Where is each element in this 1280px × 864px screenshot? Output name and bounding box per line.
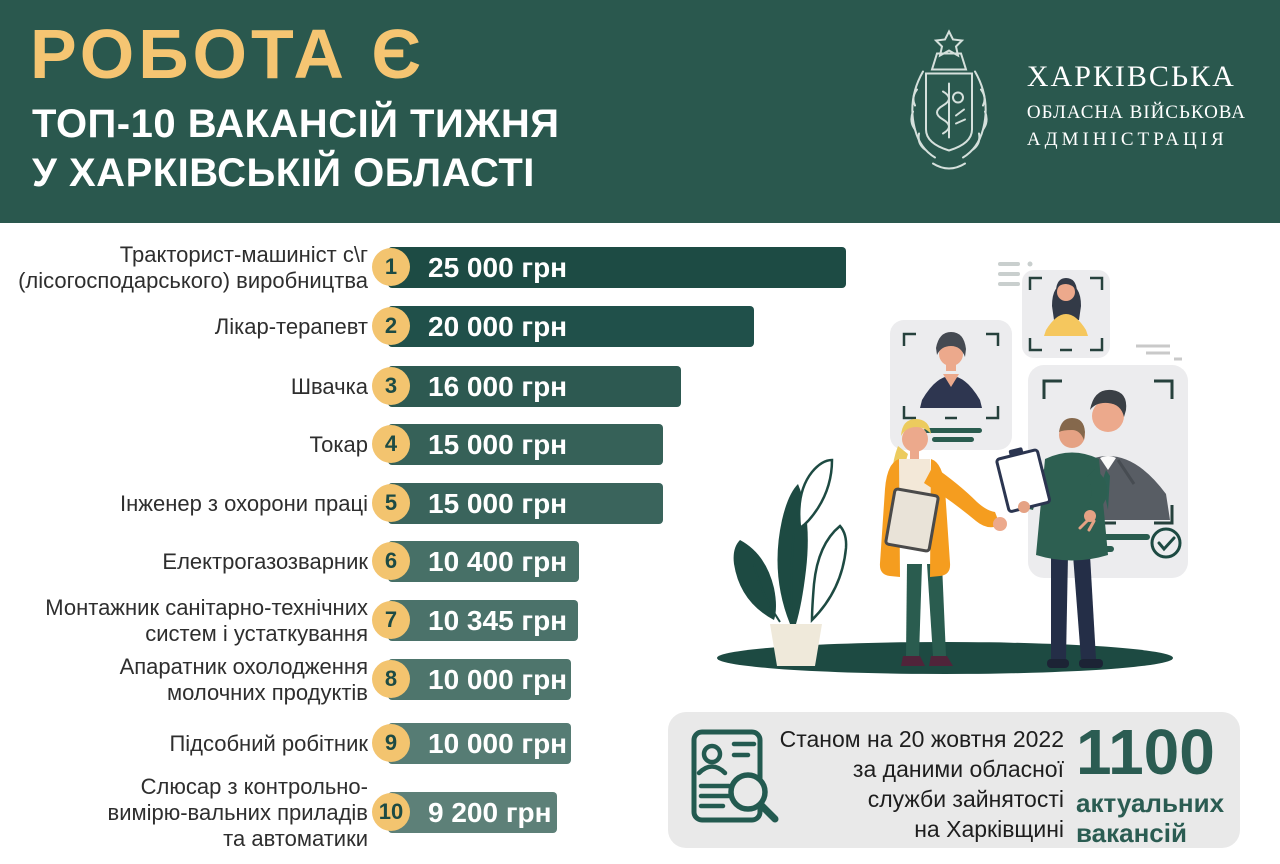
vacancy-row: Слюсар з контрольно- вимірю-вальних прил… bbox=[0, 774, 557, 851]
rank-badge: 7 bbox=[372, 601, 410, 639]
man-figure bbox=[995, 418, 1108, 668]
stat-label: актуальних вакансій bbox=[1076, 788, 1225, 848]
rank-badge: 10 bbox=[372, 793, 410, 831]
rank-badge: 1 bbox=[372, 248, 410, 286]
vacancy-row: Інженер з охорони праці 5 15 000 грн bbox=[0, 483, 663, 524]
summary-panel: Станом на 20 жовтня 2022 за даними облас… bbox=[668, 712, 1240, 848]
woman-arm bbox=[924, 466, 1000, 528]
salary-bar: 10 400 грн bbox=[388, 541, 579, 582]
data-source-note: Станом на 20 жовтня 2022 за даними облас… bbox=[779, 726, 1064, 842]
clipboard bbox=[884, 487, 940, 553]
vacancy-row: Швачка 3 16 000 грн bbox=[0, 366, 681, 407]
rank-badge: 9 bbox=[372, 724, 410, 762]
vacancy-label: Електрогазозварник bbox=[162, 548, 368, 574]
vacancy-row: Лікар-терапевт 2 20 000 грн bbox=[0, 306, 754, 347]
salary-value: 10 000 грн bbox=[428, 727, 568, 759]
org-name-line-2: ОБЛАСНА ВІЙСЬКОВА bbox=[1026, 101, 1246, 123]
card-text-line bbox=[924, 428, 982, 433]
org-name-line-1: ХАРКІВСЬКА bbox=[1026, 59, 1236, 93]
salary-value: 9 200 грн bbox=[428, 796, 552, 828]
subtitle-line-2: У ХАРКІВСЬКІЙ ОБЛАСТІ bbox=[32, 151, 535, 195]
resume-search-icon bbox=[691, 729, 779, 823]
vacancy-label: Лікар-терапевт bbox=[214, 313, 368, 339]
vacancy-row: Токар 4 15 000 грн bbox=[0, 424, 663, 465]
vacancy-label: Апаратник охолодження молочних продуктів bbox=[119, 653, 368, 705]
page-title: РОБОТА Є bbox=[30, 15, 426, 93]
vacancy-label: Слюсар з контрольно- вимірю-вальних прил… bbox=[107, 773, 369, 851]
vacancy-row: Тракторист-машиніст с\г (лісогосподарськ… bbox=[0, 242, 846, 293]
avatar-hair bbox=[936, 332, 966, 357]
administration-logo: ХАРКІВСЬКА ОБЛАСНА ВІЙСЬКОВА АДМІНІСТРАЦ… bbox=[899, 26, 1246, 184]
woman-hair bbox=[901, 419, 931, 436]
vacancy-label: Підсобний робітник bbox=[169, 730, 368, 756]
rank-badge: 6 bbox=[372, 542, 410, 580]
vacancy-row: Апаратник охолодження молочних продуктів… bbox=[0, 654, 571, 705]
salary-value: 10 000 грн bbox=[428, 663, 568, 695]
salary-bar: 20 000 грн bbox=[388, 306, 754, 347]
salary-value: 16 000 грн bbox=[428, 370, 568, 402]
vacancy-label: Монтажник санітарно-технічних систем і у… bbox=[45, 594, 368, 646]
woman-face bbox=[902, 426, 928, 452]
subtitle-line-1: ТОП-10 ВАКАНСІЙ ТИЖНЯ bbox=[32, 102, 560, 146]
man-hair bbox=[1059, 418, 1085, 440]
salary-bar: 16 000 грн bbox=[388, 366, 681, 407]
salary-value: 20 000 грн bbox=[428, 310, 568, 342]
salary-bar: 10 000 грн bbox=[388, 659, 571, 700]
salary-bar: 25 000 грн bbox=[388, 247, 846, 288]
rank-badge: 4 bbox=[372, 425, 410, 463]
viewfinder-corners bbox=[1028, 276, 1104, 352]
plant bbox=[733, 458, 848, 666]
viewfinder-corners bbox=[902, 332, 1000, 420]
recruitment-illustration bbox=[717, 261, 1188, 674]
vacancy-row: Підсобний робітник 9 10 000 грн bbox=[0, 723, 571, 764]
avatar-face bbox=[1057, 283, 1075, 301]
man-arm bbox=[1087, 469, 1108, 512]
stat-value: 1100 bbox=[1076, 716, 1215, 788]
vacancy-label: Токар bbox=[309, 431, 368, 457]
rank-badge: 2 bbox=[372, 307, 410, 345]
avatar-shirt bbox=[1044, 314, 1088, 336]
salary-value: 15 000 грн bbox=[428, 428, 568, 460]
org-name-line-3: АДМІНІСТРАЦІЯ bbox=[1026, 128, 1228, 150]
salary-value: 25 000 грн bbox=[428, 251, 568, 283]
salary-bar: 9 200 грн bbox=[388, 792, 557, 833]
vacancy-label: Тракторист-машиніст с\г (лісогосподарськ… bbox=[18, 241, 368, 293]
avatar-face bbox=[1092, 400, 1124, 432]
check-icon bbox=[1150, 527, 1182, 559]
vacancy-label: Швачка bbox=[290, 373, 368, 399]
salary-bar: 15 000 грн bbox=[388, 483, 663, 524]
salary-bar: 15 000 грн bbox=[388, 424, 663, 465]
vacancy-row: Електрогазозварник 6 10 400 грн bbox=[0, 541, 579, 582]
salary-bar: 10 345 грн bbox=[388, 600, 578, 641]
header: РОБОТА Є ТОП-10 ВАКАНСІЙ ТИЖНЯ У ХАРКІВС… bbox=[0, 0, 1280, 223]
avatar-shirt bbox=[920, 376, 982, 408]
man-hand bbox=[1018, 501, 1030, 513]
woman-hand bbox=[993, 517, 1007, 531]
administration-name: ХАРКІВСЬКА ОБЛАСНА ВІЙСЬКОВА АДМІНІСТРАЦ… bbox=[1027, 60, 1246, 151]
salary-value: 15 000 грн bbox=[428, 487, 568, 519]
coat-of-arms-icon bbox=[910, 29, 988, 170]
avatar-hair bbox=[1090, 389, 1127, 417]
salary-value: 10 345 грн bbox=[428, 604, 568, 636]
card-text-line bbox=[932, 437, 974, 442]
rank-badge: 5 bbox=[372, 484, 410, 522]
rank-badge: 3 bbox=[372, 367, 410, 405]
vacancy-label: Інженер з охорони праці bbox=[119, 490, 368, 516]
profile-card-woman bbox=[1022, 270, 1110, 358]
avatar-face bbox=[939, 342, 963, 366]
salary-bar: 10 000 грн bbox=[388, 723, 571, 764]
plant-pot bbox=[770, 624, 822, 666]
salary-value: 10 400 грн bbox=[428, 545, 568, 577]
vacancy-row: Монтажник санітарно-технічних систем і у… bbox=[0, 595, 578, 646]
rank-badge: 8 bbox=[372, 660, 410, 698]
vacancies-stat: 1100 актуальних вакансій bbox=[1076, 716, 1224, 848]
small-lines-icon bbox=[1136, 344, 1182, 361]
profile-card-man bbox=[890, 320, 1012, 450]
page-subtitle: ТОП-10 ВАКАНСІЙ ТИЖНЯ У ХАРКІВСЬКІЙ ОБЛА… bbox=[32, 100, 560, 198]
woman-figure bbox=[879, 419, 1007, 666]
